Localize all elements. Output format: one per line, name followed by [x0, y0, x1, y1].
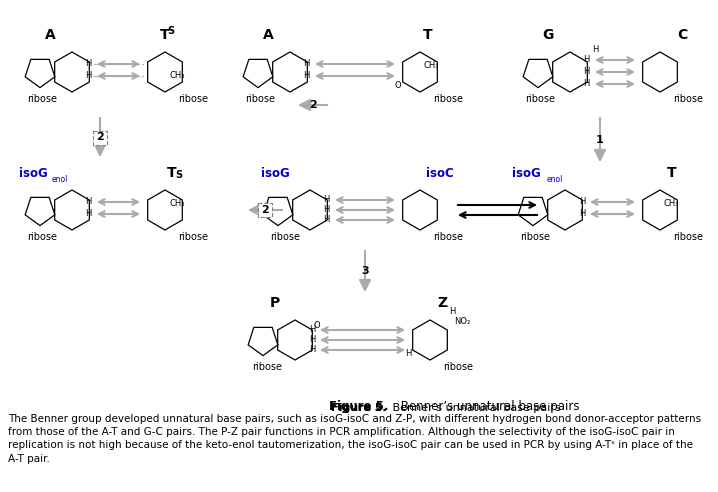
Text: ribose: ribose [178, 94, 208, 104]
Text: CH₃: CH₃ [169, 71, 185, 81]
FancyBboxPatch shape [258, 203, 272, 217]
Polygon shape [553, 52, 587, 92]
Text: NO₂: NO₂ [454, 317, 470, 327]
Text: G: G [542, 28, 554, 42]
Text: H: H [579, 210, 585, 218]
Text: C: C [677, 28, 687, 42]
Text: ribose: ribose [673, 232, 703, 242]
Text: H: H [85, 197, 92, 207]
Text: CH₃: CH₃ [664, 199, 679, 209]
Text: T: T [423, 28, 433, 42]
Text: H: H [324, 206, 330, 215]
Text: H: H [85, 60, 92, 68]
Text: Figure 5.: Figure 5. [331, 403, 387, 413]
Polygon shape [413, 320, 447, 360]
Text: H: H [324, 215, 330, 224]
Polygon shape [264, 197, 293, 226]
Text: CH₃: CH₃ [169, 199, 185, 209]
Text: enol: enol [547, 175, 564, 184]
Text: T: T [667, 166, 677, 180]
Text: The Benner group developed unnatural base pairs, such as isoG-isoC and Z-P, with: The Benner group developed unnatural bas… [8, 414, 701, 463]
Text: ribose: ribose [525, 94, 555, 104]
Polygon shape [293, 190, 327, 230]
Text: A: A [263, 28, 274, 42]
Text: enol: enol [52, 175, 68, 184]
Text: ribose: ribose [27, 232, 57, 242]
Polygon shape [273, 52, 307, 92]
Text: H: H [579, 197, 585, 207]
Polygon shape [403, 52, 437, 92]
Text: O: O [395, 82, 401, 91]
Text: isoC: isoC [426, 167, 454, 180]
Polygon shape [243, 60, 273, 88]
Text: ribose: ribose [443, 362, 473, 372]
Text: Figure 5.: Figure 5. [330, 400, 388, 413]
Text: O: O [314, 321, 320, 331]
Text: 2: 2 [96, 132, 104, 143]
Text: ribose: ribose [520, 232, 550, 242]
Text: ribose: ribose [178, 232, 208, 242]
Text: ribose: ribose [252, 362, 282, 372]
Polygon shape [278, 320, 312, 360]
Text: T: T [160, 28, 170, 42]
Polygon shape [518, 197, 548, 226]
Polygon shape [548, 190, 582, 230]
Polygon shape [523, 60, 553, 88]
Polygon shape [148, 52, 182, 92]
Text: CH₃: CH₃ [424, 62, 439, 70]
Text: H: H [309, 336, 315, 344]
Polygon shape [643, 190, 677, 230]
Text: ribose: ribose [433, 94, 463, 104]
Text: Benner’s unnatural base pairs: Benner’s unnatural base pairs [389, 403, 561, 413]
Text: H: H [304, 71, 310, 81]
Polygon shape [25, 60, 55, 88]
Text: S: S [167, 26, 174, 36]
Polygon shape [248, 327, 278, 356]
Text: H: H [309, 326, 315, 335]
Polygon shape [148, 190, 182, 230]
Text: Figure 5.: Figure 5. [331, 403, 387, 413]
Text: H: H [304, 60, 310, 68]
Text: H: H [309, 345, 315, 355]
Text: isoG: isoG [261, 167, 290, 180]
Text: T: T [167, 166, 177, 180]
Polygon shape [643, 52, 677, 92]
Text: H: H [584, 67, 590, 76]
Text: H: H [584, 56, 590, 64]
Text: P: P [270, 296, 280, 310]
Text: H: H [405, 349, 411, 359]
Text: ribose: ribose [27, 94, 57, 104]
Polygon shape [55, 190, 89, 230]
Text: S: S [175, 170, 182, 180]
Text: H: H [592, 45, 598, 55]
Text: Benner’s unnatural base pairs: Benner’s unnatural base pairs [397, 400, 579, 413]
Polygon shape [403, 190, 437, 230]
Text: ribose: ribose [433, 232, 463, 242]
Text: H: H [449, 308, 455, 316]
Text: Z: Z [437, 296, 447, 310]
Polygon shape [25, 197, 55, 226]
Text: 3: 3 [361, 267, 369, 277]
Text: ribose: ribose [673, 94, 703, 104]
Text: ribose: ribose [245, 94, 275, 104]
Text: H: H [324, 195, 330, 205]
Polygon shape [55, 52, 89, 92]
Text: isoG: isoG [19, 167, 48, 180]
Text: isoG: isoG [512, 167, 541, 180]
Text: 2: 2 [309, 100, 317, 110]
Text: 1: 1 [596, 135, 604, 145]
Text: H: H [85, 71, 92, 81]
Text: ribose: ribose [270, 232, 300, 242]
Text: 2: 2 [261, 205, 269, 215]
FancyBboxPatch shape [93, 130, 107, 145]
Text: H: H [85, 210, 92, 218]
Text: A: A [45, 28, 55, 42]
Text: H: H [584, 80, 590, 89]
